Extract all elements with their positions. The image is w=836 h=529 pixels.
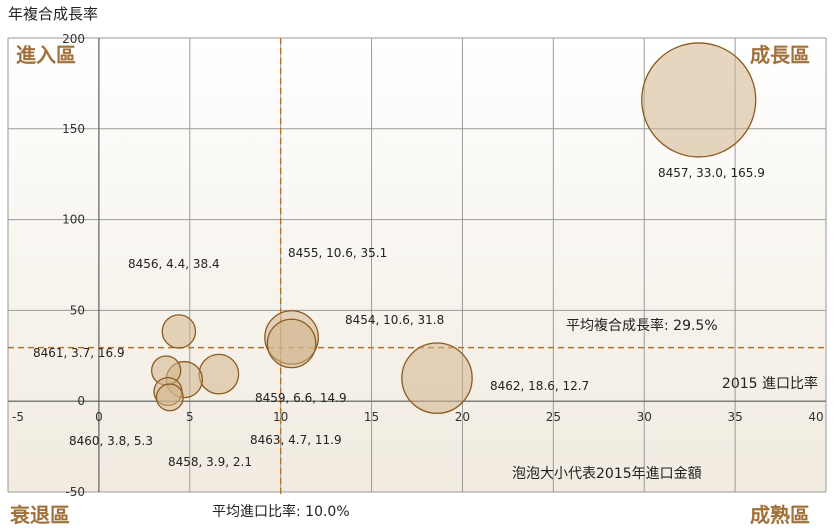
bubble-8456 bbox=[161, 314, 197, 349]
bubble-series bbox=[150, 42, 757, 414]
avg-import-label: 平均進口比率: 10.0% bbox=[212, 503, 350, 520]
point-label-8458: 8458, 3.9, 2.1 bbox=[168, 455, 252, 469]
avg-growth-label: 平均複合成長率: 29.5% bbox=[566, 317, 718, 334]
point-label-8460: 8460, 3.8, 5.3 bbox=[69, 434, 153, 448]
x-tick-label: 30 bbox=[637, 410, 652, 424]
bubble-8457 bbox=[641, 42, 757, 158]
point-label-8459: 8459, 6.6, 14.9 bbox=[255, 391, 347, 405]
point-label-8457: 8457, 33.0, 165.9 bbox=[658, 166, 765, 180]
bubble-8454 bbox=[266, 318, 317, 369]
x-tick-label: 5 bbox=[186, 410, 194, 424]
point-label-8455: 8455, 10.6, 35.1 bbox=[288, 246, 387, 260]
x-tick-label: 15 bbox=[364, 410, 379, 424]
bubble-size-note: 泡泡大小代表2015年進口金額 bbox=[512, 466, 702, 482]
y-tick-label: 200 bbox=[62, 32, 85, 46]
x-axis-title: 2015 進口比率 bbox=[722, 375, 818, 392]
x-tick-label: 35 bbox=[727, 410, 742, 424]
y-tick-label: 150 bbox=[62, 122, 85, 136]
y-tick-label: 100 bbox=[62, 213, 85, 227]
quadrant-label-top-left: 進入區 bbox=[16, 43, 76, 67]
y-axis-title: 年複合成長率 bbox=[8, 5, 98, 23]
bubble-8459 bbox=[198, 353, 240, 395]
x-tick-label: 0 bbox=[95, 410, 103, 424]
quadrant-label-bottom-right: 成熟區 bbox=[750, 503, 810, 527]
bubble-8458 bbox=[155, 383, 184, 412]
quadrant-label-top-right: 成長區 bbox=[750, 43, 810, 67]
point-label-8461: 8461, 3.7, 16.9 bbox=[33, 346, 125, 360]
x-tick-label: 10 bbox=[273, 410, 288, 424]
point-label-8463: 8463, 4.7, 11.9 bbox=[250, 433, 342, 447]
y-tick-label: 50 bbox=[70, 303, 85, 317]
quadrant-label-bottom-left: 衰退區 bbox=[9, 503, 70, 527]
x-tick-label: -5 bbox=[12, 410, 24, 424]
x-tick-label: 20 bbox=[455, 410, 470, 424]
bubble-8462 bbox=[401, 342, 473, 414]
point-label-8462: 8462, 18.6, 12.7 bbox=[490, 379, 589, 393]
y-tick-label: -50 bbox=[65, 485, 85, 499]
point-label-8456: 8456, 4.4, 38.4 bbox=[128, 257, 220, 271]
point-label-8454: 8454, 10.6, 31.8 bbox=[345, 313, 444, 327]
x-tick-label: 40 bbox=[808, 410, 823, 424]
point-labels: 8457, 33.0, 165.9 8462, 18.6, 12.7 8455, 1… bbox=[33, 166, 765, 469]
y-tick-label: 0 bbox=[77, 394, 85, 408]
x-tick-label: 25 bbox=[546, 410, 561, 424]
reference-lines bbox=[8, 38, 826, 498]
